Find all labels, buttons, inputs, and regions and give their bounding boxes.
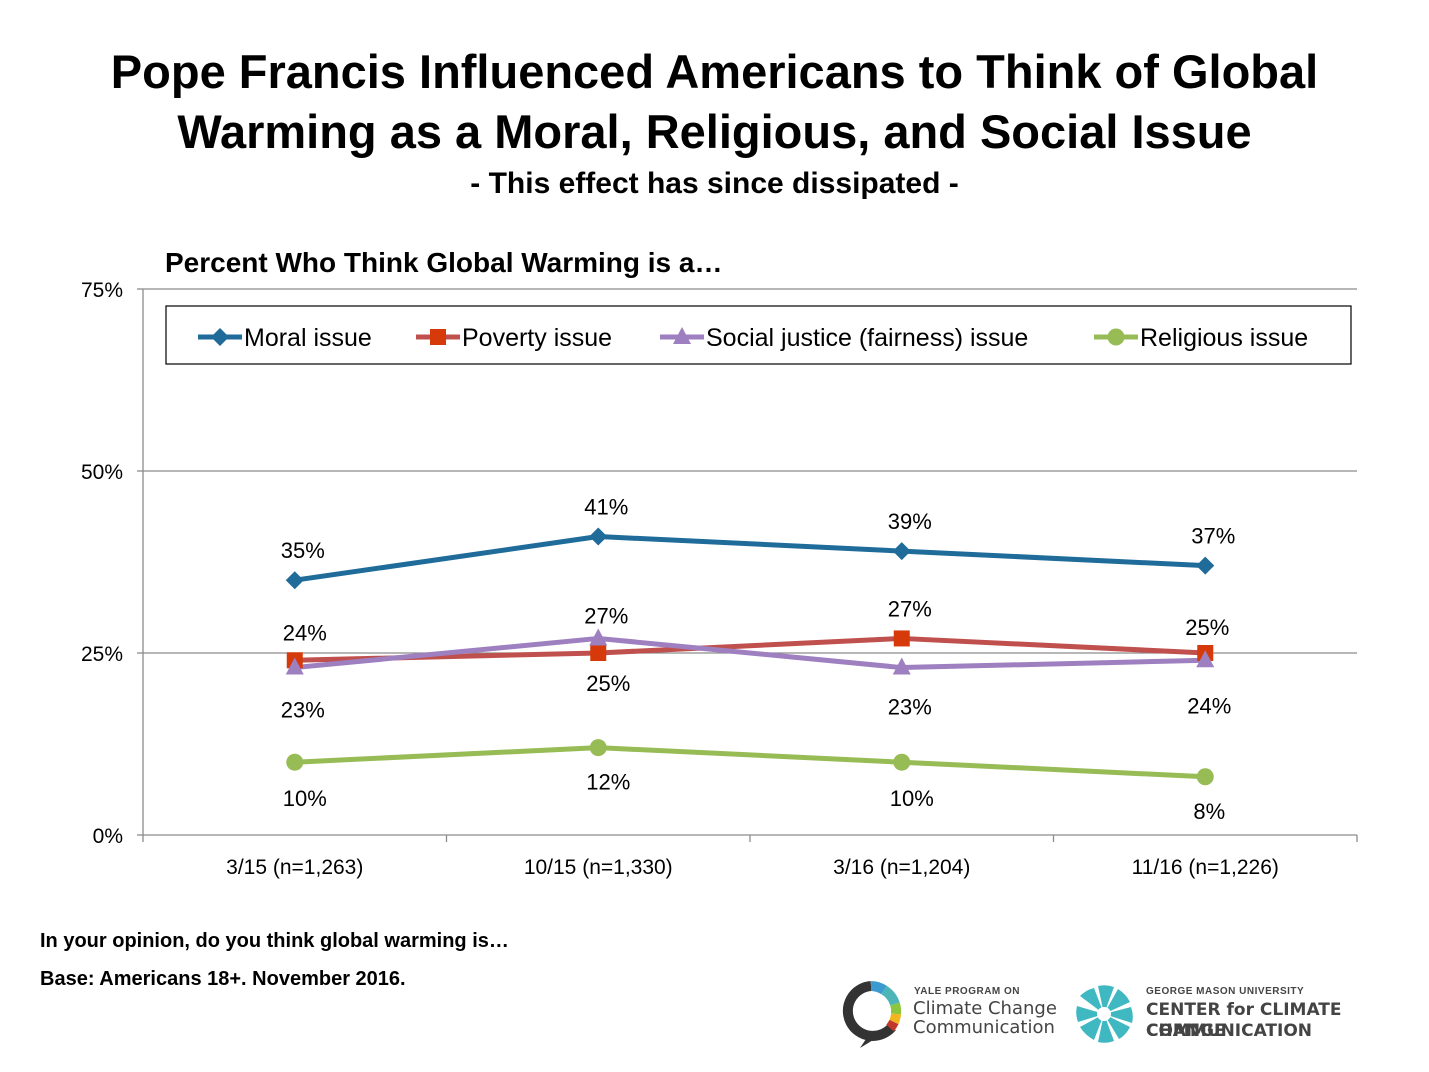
- line-chart: Percent Who Think Global Warming is a… 0…: [81, 247, 1358, 879]
- gmu-logo-mark: [1076, 985, 1133, 1043]
- data-point: [285, 571, 304, 590]
- legend-label: Poverty issue: [462, 324, 612, 352]
- y-tick-label: 0%: [93, 825, 123, 848]
- data-label: 10%: [890, 786, 934, 811]
- series-line: [294, 745, 1206, 780]
- data-point: [286, 753, 304, 771]
- data-point: [1196, 556, 1215, 575]
- data-point: [892, 542, 911, 561]
- data-point: [1196, 768, 1214, 786]
- yale-logo-mark: [842, 981, 902, 1048]
- yale-logo-line2: Communication: [913, 1017, 1055, 1038]
- data-label: 25%: [586, 671, 630, 696]
- legend-marker: [1107, 328, 1125, 346]
- data-point: [285, 657, 304, 675]
- x-tick-label: 3/16 (n=1,204): [833, 856, 970, 879]
- data-point: [893, 630, 910, 647]
- x-tick-label: 11/16 (n=1,226): [1132, 856, 1279, 879]
- chart-title: Percent Who Think Global Warming is a…: [165, 247, 722, 278]
- data-label: 35%: [281, 538, 325, 563]
- survey-base: Base: Americans 18+. November 2016.: [40, 968, 406, 990]
- legend-box: [165, 305, 1352, 365]
- series-line: [294, 635, 1206, 663]
- data-label: 25%: [1185, 615, 1229, 640]
- series-line: [294, 534, 1206, 583]
- data-label: 23%: [281, 698, 325, 723]
- data-label: 27%: [584, 603, 628, 628]
- data-point: [892, 657, 911, 675]
- yale-logo-small-text: YALE PROGRAM ON: [914, 986, 1021, 997]
- y-tick-label: 75%: [81, 279, 123, 302]
- data-label: 27%: [888, 596, 932, 621]
- page-title-line2: Warming as a Moral, Religious, and Socia…: [177, 105, 1252, 158]
- legend-marker: [430, 329, 446, 345]
- data-label: 39%: [888, 509, 932, 534]
- data-label: 8%: [1193, 799, 1225, 824]
- data-label: 41%: [584, 495, 628, 520]
- yale-logo-line1: Climate Change: [913, 998, 1057, 1019]
- gmu-logo-line1: CENTER for CLIMATE CHANGE: [1146, 1000, 1342, 1041]
- data-label: 37%: [1191, 524, 1235, 549]
- gmu-logo-line2: COMMUNICATION: [1146, 1021, 1313, 1041]
- legend-label: Social justice (fairness) issue: [706, 324, 1028, 352]
- legend-marker: [211, 328, 229, 346]
- page-title: Pope Francis Influenced Americans to Thi…: [110, 45, 1319, 98]
- y-tick-label: 25%: [81, 643, 123, 666]
- survey-question: In your opinion, do you think global war…: [40, 930, 509, 952]
- data-point: [589, 739, 607, 757]
- x-tick-label: 10/15 (n=1,330): [524, 856, 673, 879]
- x-tick-label: 3/15 (n=1,263): [226, 856, 363, 879]
- legend-label: Moral issue: [244, 324, 372, 352]
- data-label: 23%: [888, 695, 932, 720]
- legend-marker: [673, 327, 691, 344]
- gmu-logo-small-text: GEORGE MASON UNIVERSITY: [1146, 986, 1305, 997]
- data-label: 12%: [586, 770, 630, 795]
- data-label: 24%: [1187, 693, 1231, 718]
- data-point: [1196, 650, 1215, 668]
- legend-label: Religious issue: [1140, 324, 1308, 352]
- data-point: [589, 628, 608, 646]
- y-tick-label: 50%: [81, 461, 123, 484]
- data-point: [589, 527, 608, 546]
- data-label: 10%: [283, 786, 327, 811]
- yale-logo: YALE PROGRAM ON Climate Change Communica…: [840, 980, 1060, 1050]
- data-point: [893, 753, 911, 771]
- gmu-logo: GEORGE MASON UNIVERSITY CENTER for CLIMA…: [1070, 980, 1400, 1050]
- data-label: 24%: [283, 620, 327, 645]
- series-line: [294, 635, 1206, 671]
- page-subtitle: - This effect has since dissipated -: [470, 167, 959, 200]
- data-point: [590, 645, 607, 661]
